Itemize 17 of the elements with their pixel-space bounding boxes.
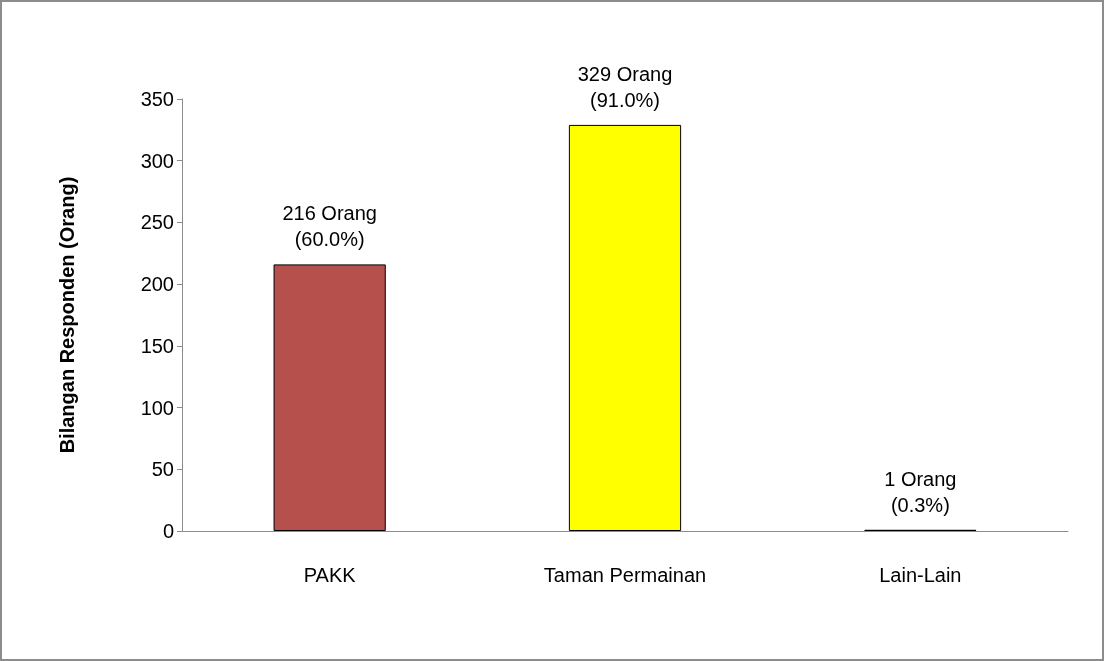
y-tick-label: 100 bbox=[140, 396, 174, 419]
y-tick-label: 200 bbox=[140, 273, 174, 296]
x-tick-label: Lain-Lain bbox=[879, 564, 962, 586]
data-label: 329 Orang (91.0%) bbox=[577, 62, 673, 111]
y-tick-label: 250 bbox=[140, 211, 174, 234]
x-tick-label: Taman Permainan bbox=[543, 564, 707, 586]
y-tick-label: 150 bbox=[140, 334, 174, 357]
data-label: 216 Orang (60.0%) bbox=[282, 202, 377, 251]
y-tick-label: 50 bbox=[151, 458, 174, 481]
x-tick-label: PAKK bbox=[303, 564, 357, 586]
y-tick-label: 0 bbox=[162, 520, 174, 542]
y-tick-label: 300 bbox=[140, 149, 174, 172]
bar bbox=[568, 124, 682, 531]
y-tick-label: 350 bbox=[140, 88, 174, 110]
data-label: 1 Orang (0.3%) bbox=[884, 467, 957, 516]
y-axis-title: Bilangan Responden (Orang) bbox=[56, 176, 78, 454]
bar bbox=[273, 264, 386, 531]
